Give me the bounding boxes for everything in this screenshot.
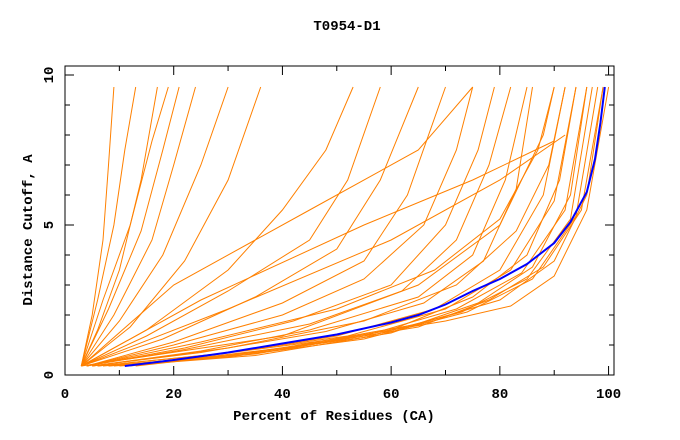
model-curve-16 bbox=[92, 86, 528, 367]
x-tick-label: 100 bbox=[596, 387, 621, 403]
model-curve-28 bbox=[130, 86, 604, 367]
model-curve-8 bbox=[80, 86, 262, 367]
model-curve-31 bbox=[81, 140, 555, 367]
model-curve-2 bbox=[80, 86, 137, 367]
axis-ticks: 0 20 40 60 80 100 0 5 10 bbox=[42, 66, 621, 403]
x-tick-label: 40 bbox=[274, 387, 291, 403]
model-curve-29 bbox=[173, 86, 610, 361]
model-curve-32 bbox=[80, 86, 474, 367]
x-tick-label: 60 bbox=[383, 387, 400, 403]
highlight-curve bbox=[124, 86, 606, 367]
model-curve-17 bbox=[92, 86, 533, 367]
model-curve-4 bbox=[80, 86, 169, 367]
x-tick-label: 20 bbox=[165, 387, 182, 403]
model-curve-27 bbox=[135, 86, 604, 367]
model-curve-12 bbox=[86, 86, 446, 367]
y-axis-label: Distance Cutoff, A bbox=[21, 154, 37, 306]
model-curve-26 bbox=[86, 86, 555, 367]
chart-title: T0954-D1 bbox=[313, 19, 380, 35]
y-tick-label: 5 bbox=[42, 221, 58, 229]
model-curve-7 bbox=[80, 86, 229, 367]
model-curve-3 bbox=[80, 86, 158, 367]
model-curve-13 bbox=[86, 86, 474, 367]
y-tick-label: 10 bbox=[42, 67, 58, 84]
model-curve-14 bbox=[86, 86, 495, 367]
x-tick-label: 80 bbox=[491, 387, 508, 403]
y-tick-label: 0 bbox=[42, 371, 58, 379]
model-curve-23 bbox=[119, 86, 588, 367]
model-curve-10 bbox=[81, 86, 381, 367]
model-curve-25 bbox=[92, 86, 566, 367]
model-curve-11 bbox=[81, 86, 419, 367]
model-curve-1 bbox=[80, 86, 115, 367]
model-curve-24 bbox=[108, 86, 577, 367]
x-axis-label: Percent of Residues (CA) bbox=[233, 409, 435, 425]
x-tick-label: 0 bbox=[61, 387, 69, 403]
model-curve-9 bbox=[81, 86, 354, 367]
model-curve-6 bbox=[80, 86, 196, 367]
plot-frame bbox=[64, 65, 615, 376]
model-curve-5 bbox=[80, 86, 180, 367]
model-curve-20 bbox=[102, 86, 588, 367]
series-group bbox=[80, 86, 610, 367]
model-curve-19 bbox=[97, 86, 577, 367]
model-curve-33 bbox=[81, 86, 555, 367]
model-curve-30 bbox=[81, 134, 566, 367]
